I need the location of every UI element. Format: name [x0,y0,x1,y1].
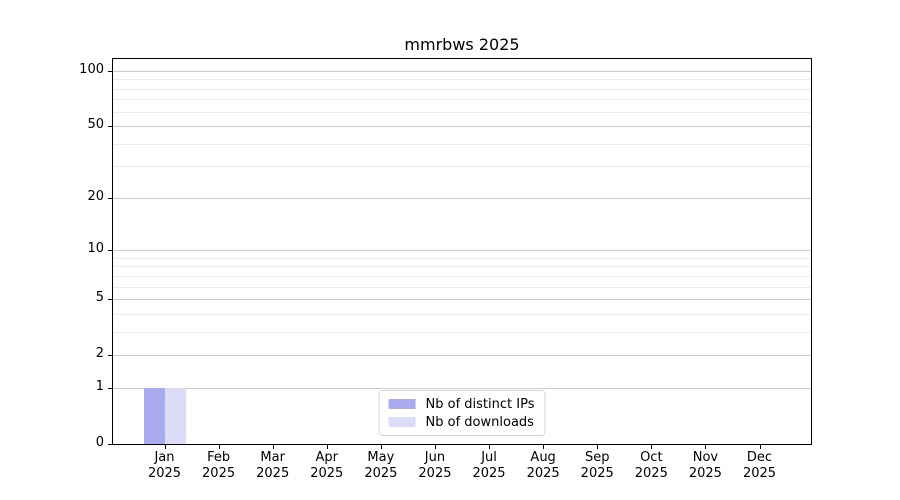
minor-gridline [113,257,811,259]
x-tick-year: 2025 [256,466,290,481]
y-tick [108,355,112,357]
x-tick-label: Aug 2025 [508,450,578,482]
x-tick-label: May 2025 [346,450,416,482]
x-tick [326,445,328,449]
x-tick-year: 2025 [364,466,398,481]
x-tick-year: 2025 [418,466,452,481]
minor-gridline [113,143,811,145]
minor-gridline [113,331,811,333]
y-tick [108,299,112,301]
x-tick-label: Jul 2025 [454,450,524,482]
x-tick-year: 2025 [310,466,344,481]
minor-gridline [113,266,811,268]
x-tick [218,445,220,449]
minor-gridline [113,79,811,81]
y-tick [108,197,112,199]
major-gridline [113,355,811,357]
x-tick-year: 2025 [580,466,614,481]
y-tick-label: 50 [87,117,104,133]
bar-nb-of-distinct-ips [143,387,165,444]
legend-row: Nb of distinct IPs [388,396,535,412]
y-tick [108,250,112,252]
y-tick-label: 0 [95,435,104,450]
x-tick [489,445,491,449]
x-tick-label: Nov 2025 [670,450,740,482]
bar-nb-of-downloads [164,387,186,444]
plot-area [112,58,812,445]
y-tick-label: 2 [95,346,104,362]
y-tick [108,387,112,389]
x-tick-year: 2025 [472,466,506,481]
x-tick-year: 2025 [688,466,722,481]
major-gridline [113,299,811,301]
x-tick-year: 2025 [634,466,668,481]
x-tick-year: 2025 [742,466,777,481]
x-tick-label: Feb 2025 [184,450,254,482]
x-tick [651,445,653,449]
y-tick-label: 10 [87,241,104,257]
minor-gridline [113,99,811,101]
y-tick-label: 1 [95,378,104,394]
minor-gridline [113,286,811,288]
x-tick [543,445,545,449]
legend-swatch [388,399,416,409]
y-tick-label: 20 [87,188,104,204]
x-tick [380,445,382,449]
major-gridline [113,70,811,72]
legend-swatch [388,417,416,427]
x-tick-label: Dec 2025 [725,450,795,482]
minor-gridline [113,88,811,90]
x-tick [272,445,274,449]
major-gridline [113,250,811,252]
x-tick-year: 2025 [526,466,560,481]
legend-label: Nb of distinct IPs [425,396,535,412]
minor-gridline [113,111,811,113]
x-tick-label: Jan 2025 [130,450,200,482]
x-tick [434,445,436,449]
legend-row: Nb of downloads [388,414,535,430]
x-tick [759,445,761,449]
y-tick [108,70,112,72]
legend: Nb of distinct IPs Nb of downloads [378,390,546,436]
x-tick-label: Jun 2025 [400,450,470,482]
minor-gridline [113,313,811,315]
plot-inner [113,59,811,444]
x-tick-label: Sep 2025 [562,450,632,482]
x-tick-year: 2025 [202,466,236,481]
chart-title: mmrbws 2025 [404,35,520,54]
x-tick-label: Mar 2025 [238,450,308,482]
major-gridline [113,126,811,128]
major-gridline [113,387,811,389]
legend-label: Nb of downloads [425,414,534,430]
x-tick [597,445,599,449]
x-tick-year: 2025 [147,466,182,481]
y-tick [108,444,112,445]
minor-gridline [113,275,811,277]
y-tick-label: 5 [95,290,104,306]
x-tick-label: Oct 2025 [616,450,686,482]
y-tick-label: 100 [79,61,104,77]
major-gridline [113,197,811,199]
x-tick [164,445,166,449]
x-tick [705,445,707,449]
minor-gridline [113,166,811,168]
x-tick-label: Apr 2025 [292,450,362,482]
y-tick [108,126,112,128]
